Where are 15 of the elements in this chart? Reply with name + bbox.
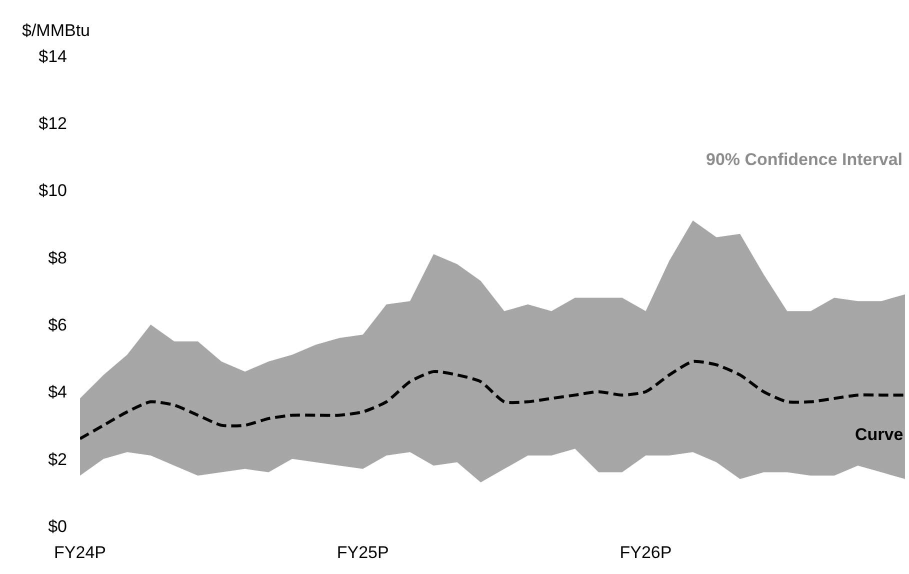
- x-tick-label: FY26P: [620, 543, 672, 562]
- y-tick-label: $14: [38, 46, 67, 66]
- y-tick-label: $2: [48, 450, 67, 469]
- x-tick-label: FY24P: [54, 543, 106, 562]
- y-tick-label: $8: [48, 248, 67, 268]
- annotation: 90% Confidence Interval: [706, 150, 903, 169]
- y-tick-label: $12: [38, 114, 67, 134]
- line-series: [80, 360, 905, 440]
- x-tick-label: FY25P: [336, 543, 389, 562]
- y-tick-label: $4: [48, 382, 67, 402]
- y-tick-label: $6: [48, 316, 67, 335]
- series-label: Curve: [855, 425, 904, 444]
- y-tick-label: $10: [38, 181, 67, 200]
- y-tick-label: $0: [48, 516, 67, 536]
- y-axis-title: $/MMBtu: [22, 21, 90, 40]
